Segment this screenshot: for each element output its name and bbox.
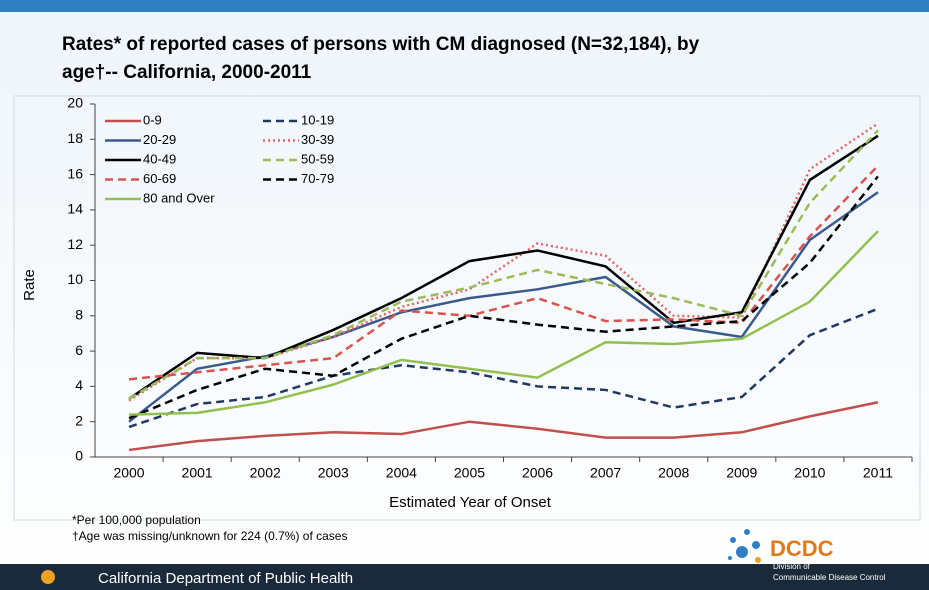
y-tick-label: 6 — [75, 342, 83, 358]
x-tick-label: 2011 — [863, 465, 893, 481]
y-tick-label: 20 — [67, 95, 83, 111]
y-tick-label: 18 — [67, 130, 83, 146]
legend-label: 10-19 — [301, 112, 334, 127]
x-tick-label: 2008 — [658, 465, 689, 481]
chart-title: Rates* of reported cases of persons with… — [62, 34, 700, 55]
footer-org: California Department of Public Health — [98, 570, 353, 587]
legend-label: 70-79 — [301, 171, 334, 186]
line-series — [129, 230, 879, 416]
y-tick-label: 2 — [75, 412, 83, 428]
x-tick-label: 2004 — [386, 465, 417, 481]
logo-dots — [728, 529, 761, 563]
logo-subtitle: Communicable Disease Control — [773, 573, 886, 582]
line-series — [128, 175, 879, 420]
legend-label: 30-39 — [301, 132, 334, 147]
footer-bar — [0, 564, 929, 590]
line-series — [128, 164, 879, 381]
line-series — [128, 129, 879, 400]
legend-label: 80 and Over — [143, 190, 215, 205]
x-tick-label: 2002 — [250, 465, 281, 481]
logo-subtitle: Division of — [773, 562, 811, 571]
x-tick-label: 2000 — [113, 465, 144, 481]
y-tick-label: 4 — [75, 377, 83, 393]
line-series — [128, 401, 879, 452]
x-tick-label: 2010 — [794, 465, 825, 481]
x-tick-label: 2003 — [318, 465, 349, 481]
logo-text: DCDC — [770, 536, 834, 561]
y-tick-label: 0 — [75, 448, 83, 464]
x-tick-label: 2007 — [590, 465, 621, 481]
y-tick-label: 14 — [67, 201, 83, 217]
x-tick-label: 2006 — [522, 465, 553, 481]
legend-label: 50-59 — [301, 151, 334, 166]
footnote: †Age was missing/unknown for 224 (0.7%) … — [72, 529, 347, 543]
chart-frame — [13, 95, 921, 521]
x-axis-label: Estimated Year of Onset — [389, 494, 552, 511]
x-tick-label: 2009 — [726, 465, 757, 481]
legend-label: 20-29 — [143, 132, 176, 147]
y-axis-label: Rate — [21, 269, 38, 301]
chart-title: age†-- California, 2000-2011 — [62, 62, 312, 83]
legend-label: 40-49 — [143, 151, 176, 166]
top-strip — [0, 0, 929, 12]
x-tick-label: 2005 — [454, 465, 485, 481]
y-tick-label: 12 — [67, 236, 83, 252]
y-tick-label: 10 — [67, 271, 83, 287]
legend-label: 60-69 — [143, 171, 176, 186]
y-tick-label: 8 — [75, 307, 83, 323]
legend-label: 0-9 — [143, 112, 162, 127]
x-tick-label: 2001 — [182, 465, 213, 481]
line-series — [128, 307, 879, 429]
footnote: *Per 100,000 population — [72, 513, 201, 527]
footer-icon — [41, 570, 55, 584]
y-tick-label: 16 — [67, 165, 83, 181]
